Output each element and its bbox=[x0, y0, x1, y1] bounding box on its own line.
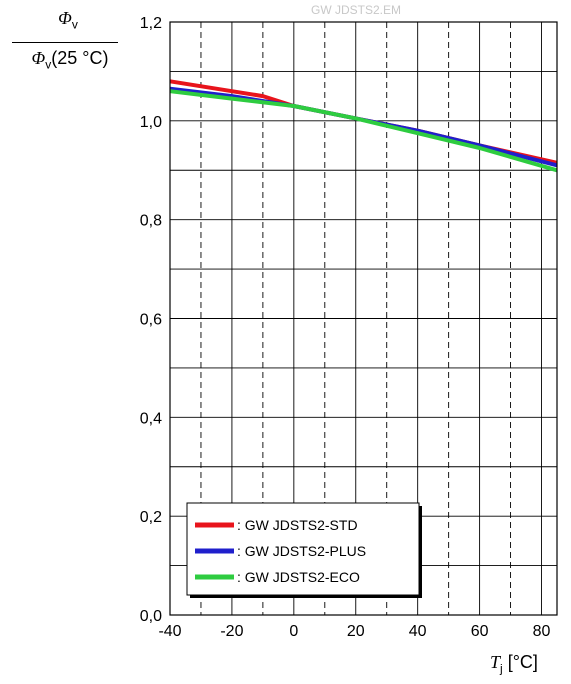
series-lines bbox=[169, 79, 558, 173]
y-tick-labels: 0,0 0,2 0,4 0,6 0,8 1,0 1,2 bbox=[140, 15, 162, 625]
legend-label: : GW JDSTS2-STD bbox=[237, 517, 358, 533]
y-tick-label: 0,4 bbox=[140, 410, 162, 427]
y-axis-label-denominator: Φv(25 °C) bbox=[31, 48, 109, 72]
y-axis-label-fraction-bar bbox=[12, 42, 118, 43]
y-tick-label: 0,8 bbox=[140, 213, 162, 230]
watermark: GW JDSTS2.EM bbox=[311, 3, 402, 17]
legend-label: : GW JDSTS2-PLUS bbox=[237, 543, 366, 559]
x-axis-label: Tj [°C] bbox=[490, 652, 538, 676]
x-tick-label: 0 bbox=[289, 623, 298, 640]
legend: : GW JDSTS2-STD : GW JDSTS2-PLUS : GW JDST… bbox=[186, 502, 422, 598]
x-tick-label: 60 bbox=[471, 623, 489, 640]
y-tick-label: 0,2 bbox=[140, 509, 162, 526]
y-tick-label: 0,6 bbox=[140, 312, 162, 329]
plot-frame bbox=[169, 21, 558, 616]
x-tick-labels: -40 -20 0 20 40 60 80 bbox=[158, 623, 550, 640]
legend-label: : GW JDSTS2-ECO bbox=[237, 569, 360, 585]
series-line bbox=[169, 89, 558, 173]
x-tick-label: 80 bbox=[533, 623, 551, 640]
x-tick-label: 40 bbox=[409, 623, 427, 640]
x-tick-label: -20 bbox=[220, 623, 243, 640]
x-tick-label: -40 bbox=[158, 623, 181, 640]
y-tick-label: 1,2 bbox=[140, 15, 162, 32]
x-tick-label: 20 bbox=[347, 623, 365, 640]
y-tick-label: 1,0 bbox=[140, 114, 162, 131]
y-tick-label: 0,0 bbox=[140, 608, 162, 625]
y-axis-label-numerator: Φv bbox=[58, 8, 78, 32]
